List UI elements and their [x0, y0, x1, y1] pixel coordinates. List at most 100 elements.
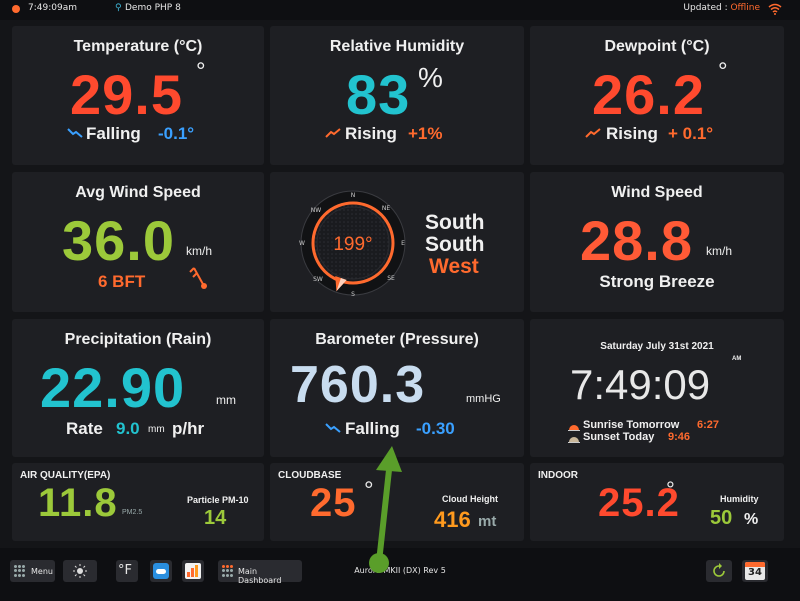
sunset-label: Sunset Today	[583, 431, 655, 443]
calendar-day: 34	[748, 567, 762, 578]
barometer-trend: Falling	[345, 419, 400, 438]
cloudbase-unit: °	[364, 477, 375, 504]
charts-button[interactable]	[182, 560, 204, 582]
clock-time: 7:49:09	[570, 361, 711, 408]
location-label: Demo PHP 8	[125, 3, 181, 13]
calendar-button[interactable]: 34	[742, 560, 768, 582]
temperature-change: -0.1°	[158, 124, 195, 143]
wind-speed-unit: km/h	[706, 244, 733, 258]
compass-nw-label: NW	[311, 207, 321, 214]
wind-direction-line1: South	[425, 211, 485, 234]
pm10-label: Particle PM-10	[187, 495, 249, 505]
footer-version: Aurora MKII (DX) Rev 5	[354, 566, 446, 575]
cloud-height-unit: mt	[478, 513, 497, 530]
humidity-value: 83	[346, 63, 411, 126]
air-quality-panel[interactable]: AIR QUALITY(EPA) 11.8 PM2.5 Particle PM-…	[12, 463, 264, 541]
cloudbase-panel[interactable]: CLOUDBASE 25 ° Cloud Height 416 mt	[270, 463, 524, 541]
avg-wind-unit: km/h	[186, 244, 213, 258]
temperature-panel[interactable]: Temperature (°C) 29.5 ° Falling -0.1°	[12, 26, 264, 165]
compass-degrees: 199°	[333, 234, 372, 255]
clock-ampm: AM	[732, 356, 742, 362]
barometer-unit: mmHG	[466, 393, 501, 405]
air-quality-unit: PM2.5	[122, 509, 143, 516]
chart-icon	[185, 563, 201, 579]
humidity-unit: %	[418, 62, 444, 93]
dewpoint-value: 26.2	[592, 63, 705, 126]
updated-label: Updated :	[683, 3, 731, 13]
cloud-height-value: 416	[434, 507, 471, 532]
weather-button[interactable]	[150, 560, 172, 582]
clock-date: Saturday July 31st 2021	[600, 341, 714, 352]
pm10-value: 14	[204, 507, 227, 529]
dewpoint-panel[interactable]: Dewpoint (°C) 26.2 ° Rising + 0.1°	[530, 26, 784, 165]
top-time: 7:49:09am	[28, 3, 77, 13]
clock-panel[interactable]: Saturday July 31st 2021 7:49:09 AM Sunri…	[530, 319, 784, 457]
sun-icon	[73, 564, 87, 578]
humidity-panel[interactable]: Relative Humidity 83 % Rising +1%	[270, 26, 524, 165]
location-pin-icon: ⚲	[115, 3, 122, 13]
humidity-change: +1%	[408, 124, 443, 143]
humidity-trend: Rising	[345, 124, 397, 143]
temperature-trend: Falling	[86, 124, 141, 143]
compass-sw-label: SW	[313, 276, 323, 283]
wind-direction-line2: South	[425, 233, 485, 256]
compass-s-label: S	[351, 291, 355, 298]
trend-down-icon	[325, 423, 341, 433]
precipitation-value: 22.90	[40, 356, 186, 419]
dewpoint-unit: °	[718, 58, 729, 85]
rain-rate-label: Rate	[66, 419, 103, 438]
sunrise-label: Sunrise Tomorrow	[583, 419, 680, 431]
trend-up-icon	[325, 128, 341, 138]
menu-grid-icon	[14, 565, 26, 577]
indoor-unit: °	[666, 477, 676, 502]
air-quality-value: 11.8	[38, 481, 118, 525]
sunset-time: 9:46	[668, 431, 691, 443]
cloudbase-title: CLOUDBASE	[278, 470, 342, 481]
compass-n-label: N	[351, 192, 356, 199]
temperature-title: Temperature (°C)	[73, 38, 203, 55]
temperature-unit: °	[196, 58, 207, 85]
menu-label: Menu	[31, 567, 53, 576]
wind-direction-arrow-icon	[335, 276, 347, 292]
wind-speed-panel[interactable]: Wind Speed 28.8 km/h Strong Breeze	[530, 172, 784, 312]
theme-toggle-button[interactable]	[63, 560, 97, 582]
refresh-icon	[713, 563, 725, 577]
sunrise-icon	[568, 425, 580, 431]
main-dashboard-button[interactable]: Main Dashboard	[218, 560, 302, 585]
update-status: Updated : Offline	[683, 3, 760, 13]
compass-dial: N NE E SE S SW W NW 199°	[299, 190, 406, 298]
indoor-humidity-value: 50	[710, 507, 733, 529]
avg-wind-panel[interactable]: Avg Wind Speed 36.0 km/h 6 BFT	[12, 172, 264, 312]
avg-wind-title: Avg Wind Speed	[75, 184, 201, 201]
compass-e-label: E	[401, 240, 405, 247]
indoor-humidity-label: Humidity	[720, 494, 759, 504]
barometer-panel[interactable]: Barometer (Pressure) 760.3 mmHG Falling …	[270, 319, 524, 457]
menu-button[interactable]: Menu	[10, 560, 55, 582]
dewpoint-trend: Rising	[606, 124, 658, 143]
refresh-button[interactable]	[706, 560, 732, 582]
indoor-value: 25.2	[598, 481, 680, 525]
unit-toggle-button[interactable]: °F	[116, 560, 138, 582]
dewpoint-change: + 0.1°	[668, 124, 714, 143]
humidity-title: Relative Humidity	[329, 38, 465, 55]
compass-se-label: SE	[387, 275, 395, 282]
rain-rate-value: 9.0	[116, 419, 140, 438]
barometer-title: Barometer (Pressure)	[315, 331, 479, 348]
offline-status: Offline	[730, 3, 760, 13]
avg-wind-bft: 6 BFT	[98, 272, 146, 291]
cloud-height-label: Cloud Height	[442, 494, 498, 504]
barometer-change: -0.30	[416, 419, 455, 438]
temperature-value: 29.5	[70, 63, 183, 126]
avg-wind-value: 36.0	[62, 209, 175, 272]
wind-speed-title: Wind Speed	[611, 184, 703, 201]
precipitation-title: Precipitation (Rain)	[64, 331, 212, 348]
indoor-panel[interactable]: INDOOR 25.2 ° Humidity 50 %	[530, 463, 784, 541]
bottom-bar: Menu °F Main Dashboard Aurora MKII (DX) …	[0, 548, 800, 601]
precipitation-panel[interactable]: Precipitation (Rain) 22.90 mm Rate 9.0 m…	[12, 319, 264, 457]
cloud-icon	[153, 563, 169, 579]
precipitation-unit: mm	[216, 393, 236, 407]
air-quality-title: AIR QUALITY(EPA)	[20, 470, 111, 481]
wind-speed-value: 28.8	[580, 209, 693, 272]
rain-rate-unit: mm	[148, 424, 165, 435]
wind-direction-panel[interactable]: N NE E SE S SW W NW 199° South South Wes…	[270, 172, 524, 312]
